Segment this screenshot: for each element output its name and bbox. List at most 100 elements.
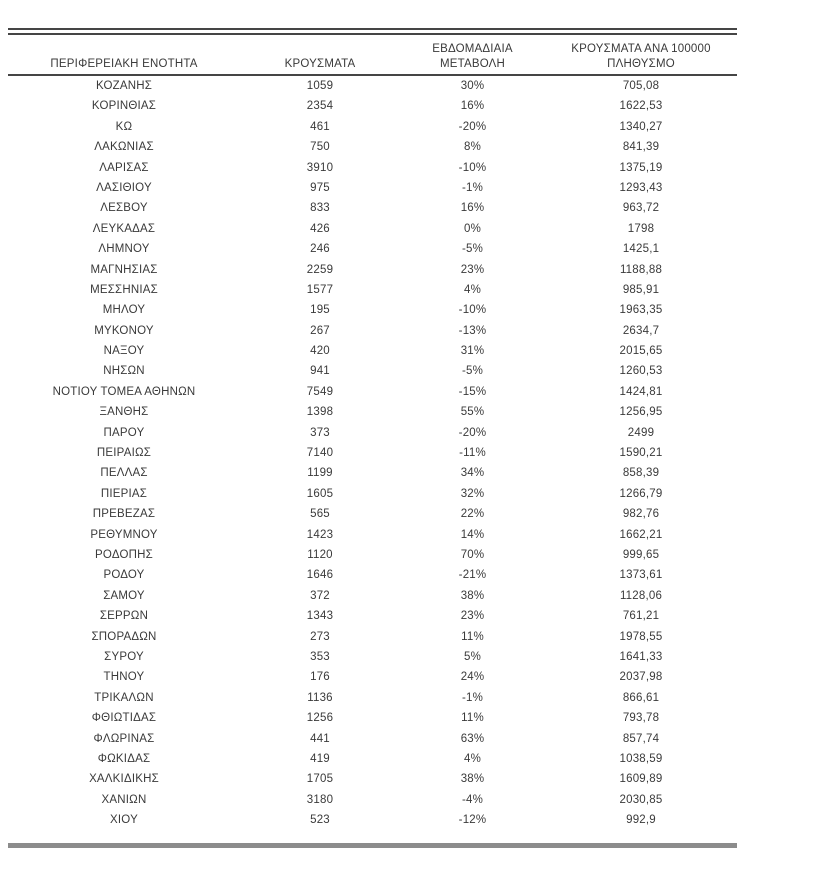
region-name: ΜΗΛΟΥ [102, 304, 146, 317]
cases-per-100k-value: 866,61 [622, 691, 660, 704]
cases-per-100k-value: 1622,53 [619, 100, 663, 113]
cases-per-100k-value: 841,39 [622, 141, 660, 154]
region-name: ΝΑΞΟΥ [103, 345, 145, 358]
cases-per-100k-value: 1256,95 [619, 406, 663, 419]
table-row: ΦΩΚΙΔΑΣ 419 4% 1038,59 [8, 749, 737, 769]
table-row: ΡΟΔΟΠΗΣ 1120 70% 999,65 [8, 545, 737, 565]
region-name: ΛΑΣΙΘΙΟΥ [96, 181, 152, 194]
column-header-cases-per-100k-label: ΚΡΟΥΣΜΑΤΑ ΑΝΑ 100000 ΠΛΗΘΥΣΜΟ [571, 43, 711, 70]
weekly-change-value: 23% [460, 610, 485, 623]
table-row: ΠΕΙΡΑΙΩΣ 7140 -11% 1590,21 [8, 443, 737, 463]
cases-value: 1705 [306, 773, 334, 786]
table-row: ΤΡΙΚΑΛΩΝ 1136 -1% 866,61 [8, 688, 737, 708]
cases-per-100k-value: 1128,06 [619, 589, 663, 602]
region-name: ΜΕΣΣΗΝΙΑΣ [90, 283, 158, 296]
table-row: ΚΟΖΑΝΗΣ 1059 30% 705,08 [8, 76, 737, 96]
region-name: ΣΕΡΡΩΝ [99, 610, 149, 623]
cases-value: 1423 [306, 528, 334, 541]
region-name: ΣΑΜΟΥ [103, 589, 145, 602]
cases-value: 975 [310, 181, 330, 194]
region-name: ΤΗΝΟΥ [103, 671, 145, 684]
cases-per-100k-value: 1641,33 [619, 650, 663, 663]
cases-per-100k-value: 1424,81 [619, 385, 663, 398]
cases-per-100k-value: 2015,65 [619, 345, 663, 358]
cases-per-100k-value: 1038,59 [619, 752, 663, 765]
cases-value: 1605 [306, 487, 334, 500]
table-row: ΡΟΔΟΥ 1646 -21% 1373,61 [8, 565, 737, 585]
cases-value: 426 [310, 222, 330, 235]
table-row: ΠΙΕΡΙΑΣ 1605 32% 1266,79 [8, 484, 737, 504]
table-row: ΦΘΙΩΤΙΔΑΣ 1256 11% 793,78 [8, 708, 737, 728]
table-row: ΛΗΜΝΟΥ 246 -5% 1425,1 [8, 239, 737, 259]
cases-per-100k-value: 1373,61 [619, 569, 663, 582]
cases-value: 1059 [306, 80, 334, 92]
cases-value: 1398 [306, 406, 334, 419]
cases-value: 523 [310, 814, 330, 827]
weekly-change-value: 38% [460, 589, 485, 602]
column-header-cases-per-100k: ΚΡΟΥΣΜΑΤΑ ΑΝΑ 100000 ΠΛΗΘΥΣΜΟ [545, 42, 737, 72]
cases-per-100k-value: 1188,88 [619, 263, 663, 276]
column-header-weekly-change-label: ΕΒΔΟΜΑΔΙΑΙΑ ΜΕΤΑΒΟΛΗ [432, 43, 513, 70]
region-name: ΛΕΣΒΟΥ [100, 202, 148, 215]
cases-per-100k-value: 1798 [627, 222, 655, 235]
weekly-change-value: 63% [460, 732, 485, 745]
cases-value: 176 [310, 671, 330, 684]
cases-per-100k-value: 1266,79 [619, 487, 663, 500]
region-name: ΦΛΩΡΙΝΑΣ [93, 732, 155, 745]
region-name: ΠΡΕΒΕΖΑΣ [92, 508, 156, 521]
cases-value: 2259 [306, 263, 334, 276]
table-row: ΡΕΘΥΜΝΟΥ 1423 14% 1662,21 [8, 525, 737, 545]
region-name: ΦΘΙΩΤΙΔΑΣ [91, 712, 157, 725]
cases-value: 1577 [306, 283, 334, 296]
region-name: ΝΟΤΙΟΥ ΤΟΜΕΑ ΑΘΗΝΩΝ [52, 385, 196, 398]
region-name: ΤΡΙΚΑΛΩΝ [94, 691, 154, 704]
cases-value: 1136 [307, 691, 333, 704]
cases-value: 1120 [307, 548, 333, 561]
region-name: ΣΥΡΟΥ [104, 650, 144, 663]
weekly-change-value: -5% [461, 365, 484, 378]
region-name: ΡΟΔΟΠΗΣ [95, 548, 153, 561]
table-row: ΛΕΣΒΟΥ 833 16% 963,72 [8, 198, 737, 218]
cases-per-100k-value: 2634,7 [622, 324, 660, 337]
region-name: ΡΕΘΥΜΝΟΥ [90, 528, 158, 541]
cases-per-100k-value: 793,78 [622, 712, 660, 725]
table-row: ΛΕΥΚΑΔΑΣ 426 0% 1798 [8, 219, 737, 239]
region-name: ΧΙΟΥ [110, 814, 138, 827]
weekly-change-value: 5% [463, 650, 482, 663]
cases-per-100k-value: 857,74 [622, 732, 660, 745]
region-name: ΛΑΡΙΣΑΣ [99, 161, 149, 174]
region-name: ΠΙΕΡΙΑΣ [100, 487, 148, 500]
weekly-change-value: 32% [460, 487, 485, 500]
cases-value: 373 [310, 426, 330, 439]
region-name: ΛΕΥΚΑΔΑΣ [92, 222, 156, 235]
table-row: ΚΩ 461 -20% 1340,27 [8, 117, 737, 137]
cases-value: 195 [310, 304, 330, 317]
table-row: ΝΗΣΩΝ 941 -5% 1260,53 [8, 361, 737, 381]
weekly-change-value: 34% [460, 467, 485, 480]
table-row: ΦΛΩΡΙΝΑΣ 441 63% 857,74 [8, 729, 737, 749]
region-name: ΣΠΟΡΑΔΩΝ [91, 630, 157, 643]
cases-per-100k-value: 2499 [627, 426, 655, 439]
cases-per-100k-value: 1293,43 [619, 181, 663, 194]
table-row: ΝΟΤΙΟΥ ΤΟΜΕΑ ΑΘΗΝΩΝ 7549 -15% 1424,81 [8, 382, 737, 402]
cases-per-100k-value: 963,72 [622, 202, 660, 215]
table-row: ΝΑΞΟΥ 420 31% 2015,65 [8, 341, 737, 361]
table-row: ΠΡΕΒΕΖΑΣ 565 22% 982,76 [8, 504, 737, 524]
region-name: ΜΥΚΟΝΟΥ [94, 324, 154, 337]
region-name: ΞΑΝΘΗΣ [99, 406, 149, 419]
cases-per-100k-value: 1590,21 [619, 447, 663, 460]
cases-per-100k-value: 1662,21 [619, 528, 663, 541]
table-row: ΧΑΝΙΩΝ 3180 -4% 2030,85 [8, 790, 737, 810]
weekly-change-value: -11% [459, 447, 486, 460]
cases-per-100k-value: 999,65 [622, 548, 660, 561]
table-row: ΣΑΜΟΥ 372 38% 1128,06 [8, 586, 737, 606]
table-header-row: ΠΕΡΙΦΕΡΕΙΑΚΗ ΕΝΟΤΗΤΑ ΚΡΟΥΣΜΑΤΑ ΕΒΔΟΜΑΔΙΑ… [8, 35, 737, 76]
region-name: ΚΟΖΑΝΗΣ [95, 80, 153, 92]
weekly-change-value: 30% [460, 80, 485, 92]
column-header-regional-unit-label: ΠΕΡΙΦΕΡΕΙΑΚΗ ΕΝΟΤΗΤΑ [50, 58, 198, 70]
column-header-regional-unit: ΠΕΡΙΦΕΡΕΙΑΚΗ ΕΝΟΤΗΤΑ [8, 57, 240, 72]
cases-per-100k-value: 858,39 [622, 467, 660, 480]
table-row: ΧΙΟΥ 523 -12% 992,9 [8, 810, 737, 830]
cases-value: 420 [310, 345, 330, 358]
weekly-change-value: 11% [461, 712, 484, 725]
